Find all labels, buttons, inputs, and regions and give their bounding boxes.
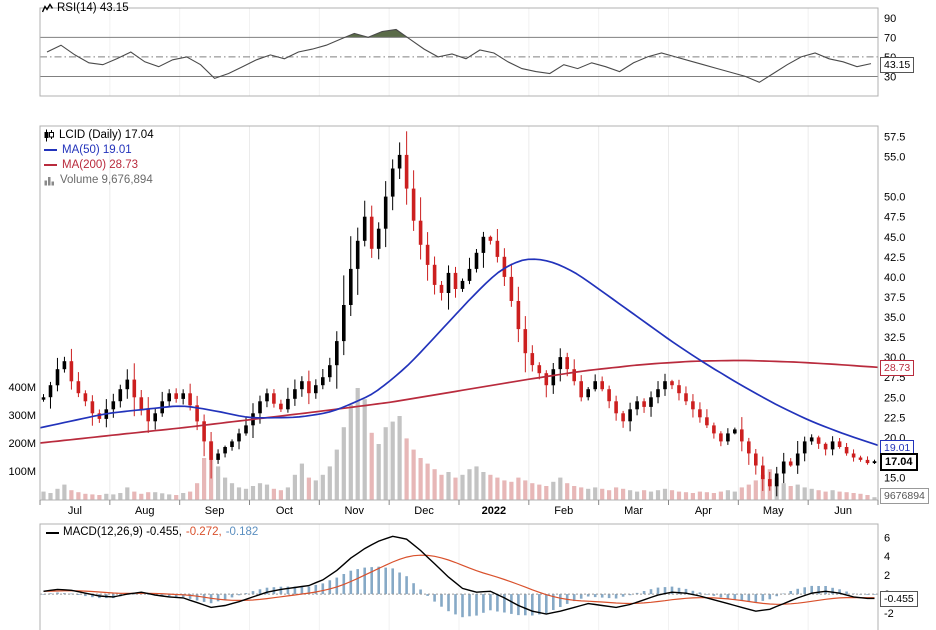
price-axis-label: 25.0 [884,392,905,404]
price-axis-label: 35.0 [884,312,905,324]
month-label: 2022 [482,505,506,517]
price-axis-label: 22.5 [884,412,905,424]
rsi-line [46,28,872,83]
price-axis: 57.5 55.0 50.0 47.5 45.0 42.5 40.0 37.5 35.0 32.5… [8,131,905,484]
price-axis-label: 37.5 [884,292,905,304]
macd-legend: MACD(12,26,9) -0.455, -0.272, -0.182 [46,526,258,539]
price-legend: LCID (Daily) 17.04 MA(50) 19.01 MA(200) … [44,128,154,187]
volume-axis-label: 300M [8,410,36,422]
price-axis-label: 45.0 [884,232,905,244]
price-axis-label: 40.0 [884,272,905,284]
volume-bars-icon [44,175,55,186]
ma50-label: MA(50) 19.01 [62,144,132,156]
price-axis-label: 57.5 [884,131,905,143]
month-label: Feb [554,505,573,517]
macd-axis-label: 6 [884,532,890,544]
price-axis-label: 47.5 [884,212,905,224]
macd-hist-value: -0.182 [225,526,259,538]
ma200-current-box: 28.73 [880,360,915,376]
ma200-label: MA(200) 28.73 [62,159,139,171]
ma200-line-icon [44,164,57,166]
month-label: Mar [624,505,643,517]
macd-signal-value: -0.272, [185,526,222,538]
rsi-panel: 90705030 [39,7,896,97]
macd-axis-label: 2 [884,570,890,582]
rsi-axis-label: 30 [884,71,896,83]
ma50-line [39,258,879,447]
price-axis-label: 42.5 [884,252,905,264]
volume-axis-label: 400M [8,382,36,394]
volume-axis-label: 200M [8,438,36,450]
month-label: Jun [834,505,852,517]
symbol-legend-row: LCID (Daily) 17.04 [44,128,154,142]
x-axis: Jul Aug Sep Oct Nov Dec 2022 Feb Mar Apr May Jun [39,500,879,517]
ma200-legend-row: MA(200) 28.73 [44,158,154,172]
ma50-legend-row: MA(50) 19.01 [44,143,154,157]
price-axis-label: 50.0 [884,192,905,204]
volume-legend-row: Volume 9,676,894 [44,173,154,187]
symbol-label: LCID (Daily) 17.04 [59,129,154,141]
price-axis-label: 15.0 [884,473,905,485]
macd-axis-label: -2 [884,608,894,620]
macd-current-box: -0.455 [880,591,918,607]
volume-axis-label: 100M [8,466,36,478]
month-label: May [763,505,784,517]
month-label: Jul [68,505,82,517]
macd-axis-label: 4 [884,551,890,563]
rsi-axis-label: 70 [884,32,896,44]
month-gridlines [109,8,809,630]
month-label: Oct [276,505,293,517]
rsi-axis-label: 90 [884,13,896,25]
rsi-label: RSI(14) 43.15 [57,2,129,14]
month-label: Dec [414,505,434,517]
month-label: Apr [695,505,712,517]
volume-label: Volume 9,676,894 [60,174,153,186]
rsi-indicator-icon [42,3,53,14]
candlestick-icon [44,129,54,142]
rsi-legend: RSI(14) 43.15 [42,2,129,15]
ma50-line-icon [44,149,57,151]
macd-label: MACD(12,26,9) -0.455, [63,526,182,538]
volume-bars [41,388,877,500]
price-axis-label: 55.0 [884,151,905,163]
last-price-box: 17.04 [880,453,918,471]
volume-current-box: 9676894 [880,488,929,504]
macd-line-icon [46,531,59,534]
price-axis-label: 32.5 [884,332,905,344]
macd-signal-line [43,554,875,605]
macd-panel: 6420-2 [39,523,894,630]
ma200-line [39,359,879,444]
rsi-current-box: 43.15 [880,57,915,73]
month-label: Sep [205,505,225,517]
month-label: Nov [344,505,364,517]
macd-line [43,535,875,615]
month-label: Aug [135,505,155,517]
